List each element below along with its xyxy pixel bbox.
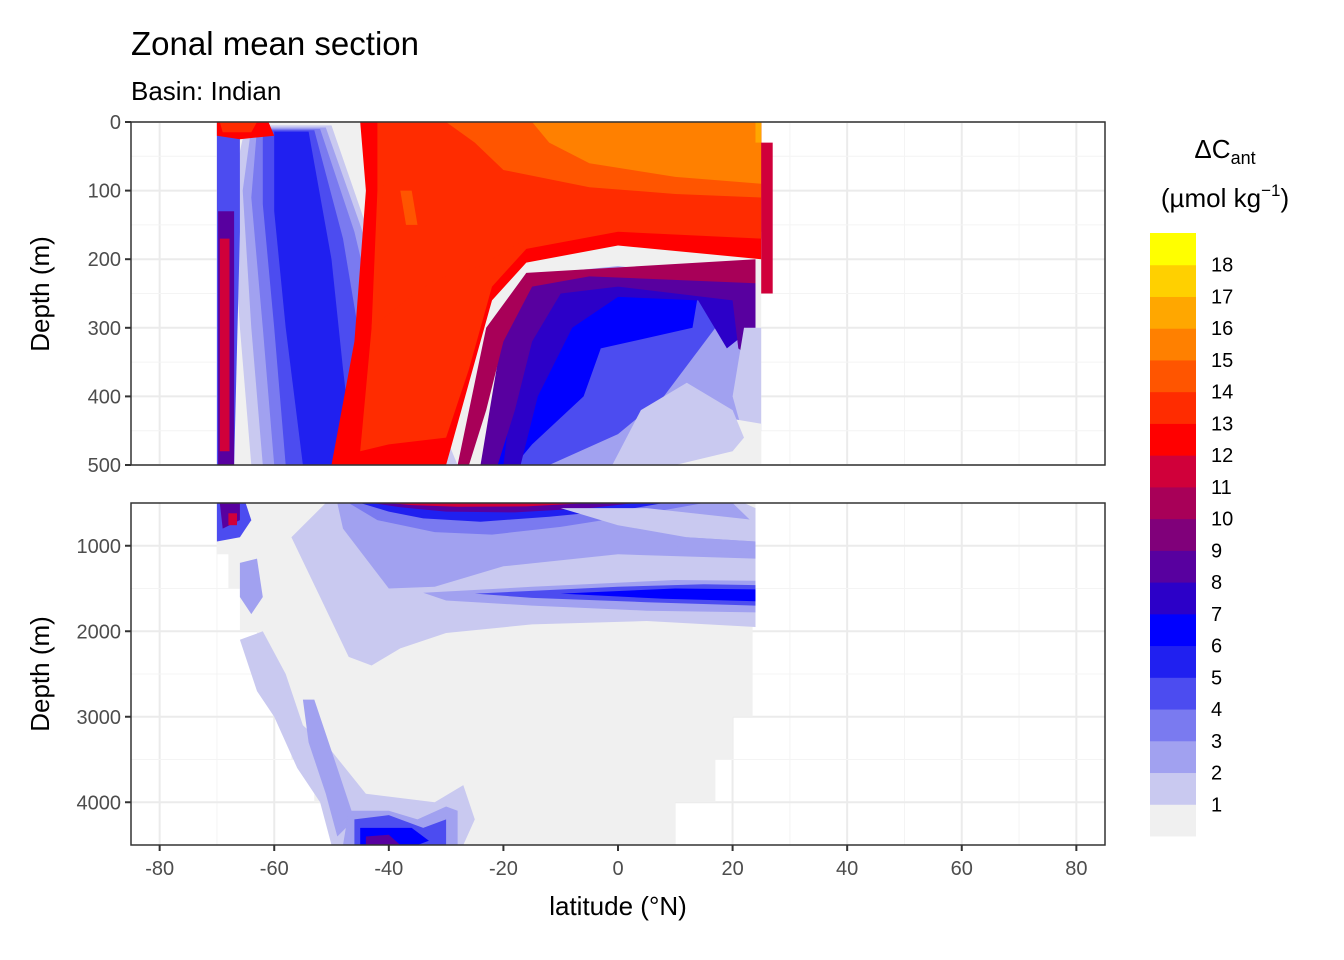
- legend-label: 13: [1211, 413, 1233, 435]
- contour-band-15: [532, 122, 762, 184]
- contour-band-13: [219, 122, 257, 133]
- legend-key: [1150, 740, 1196, 774]
- legend-label: 14: [1211, 382, 1233, 404]
- y-tick-label: 1000: [77, 536, 122, 558]
- legend-unit-sup: −1: [1261, 181, 1280, 200]
- legend-title: ΔCant: [1194, 134, 1255, 168]
- upper-y-axis: 0 100 200 300 400 500: [88, 112, 131, 477]
- legend-key: [1150, 391, 1196, 424]
- upper-panel: 0 100 200 300 400 500: [88, 112, 1106, 477]
- y-tick-label: 300: [88, 318, 121, 340]
- legend-unit-main: (µmol kg: [1161, 183, 1261, 213]
- legend-key: [1150, 455, 1196, 488]
- contour-band-10: [457, 259, 756, 465]
- contour-band-1: [612, 382, 744, 465]
- legend-key: [1150, 264, 1196, 297]
- contour-band-1: [560, 508, 756, 542]
- chart-subtitle: Basin: Indian: [131, 76, 281, 106]
- x-tick-label: 40: [836, 858, 858, 880]
- colorbar-legend: ΔCant (µmol kg−1) 1234567891011121314151…: [1150, 134, 1289, 837]
- legend-key: [1150, 550, 1196, 583]
- legend-label: 6: [1211, 636, 1222, 658]
- legend-key: [1150, 296, 1196, 329]
- contour-band-2: [675, 537, 756, 555]
- contour-band-8: [480, 269, 756, 465]
- x-tick-label: 80: [1065, 858, 1087, 880]
- contour-band-8: [365, 834, 401, 845]
- contour-band-2: [239, 558, 263, 615]
- legend-title-main: ΔC: [1194, 134, 1230, 164]
- y-tick-label: 500: [88, 455, 121, 477]
- x-axis-title: latitude (°N): [549, 891, 687, 921]
- y-tick-label: 200: [88, 249, 121, 271]
- legend-key: [1150, 328, 1196, 361]
- contour-band-11: [228, 513, 237, 526]
- legend-title-sub: ant: [1231, 148, 1256, 168]
- lower-delta-cant-field: [216, 503, 756, 845]
- legend-key: [1150, 486, 1196, 520]
- y-axis-title-lower: Depth (m): [25, 616, 55, 732]
- legend-label: 16: [1211, 318, 1233, 340]
- legend-label: 10: [1211, 509, 1233, 531]
- contour-band-6: [560, 588, 756, 602]
- upper-panel-border: [130, 121, 1106, 466]
- legend-label: 18: [1211, 255, 1233, 277]
- legend-key: [1150, 613, 1196, 647]
- legend-label: 4: [1211, 699, 1222, 721]
- contour-band-16: [755, 122, 762, 143]
- legend-label: 3: [1211, 731, 1222, 753]
- legend-label: 2: [1211, 763, 1222, 785]
- legend-key: [1150, 233, 1196, 266]
- lower-y-axis: 1000 2000 3000 4000: [77, 536, 131, 814]
- x-tick-label: -60: [260, 858, 289, 880]
- y-tick-label: 3000: [77, 707, 122, 729]
- contour-band-11: [219, 238, 230, 452]
- y-tick-label: 4000: [77, 792, 122, 814]
- legend-key: [1150, 804, 1196, 837]
- legend-label: 11: [1211, 477, 1232, 499]
- x-axis: -80 -60 -40 -20 0 20 40 60 80: [145, 845, 1087, 880]
- x-tick-label: -40: [374, 858, 403, 880]
- legend-unit-close: ): [1280, 183, 1289, 213]
- legend-label: 17: [1211, 286, 1233, 308]
- legend-key: [1150, 709, 1196, 742]
- legend-key: [1150, 582, 1196, 615]
- y-tick-label: 100: [88, 181, 121, 203]
- y-tick-label: 2000: [77, 621, 122, 643]
- contour-band-11: [761, 142, 773, 294]
- legend-label: 8: [1211, 572, 1222, 594]
- legend-label: 12: [1211, 445, 1233, 467]
- contour-band-2: [302, 699, 355, 837]
- legend-label: 5: [1211, 667, 1222, 689]
- legend-key: [1150, 518, 1196, 551]
- legend-label: 7: [1211, 604, 1222, 626]
- contour-band-14: [400, 190, 418, 225]
- legend-key: [1150, 677, 1196, 710]
- contour-band-1: [732, 327, 762, 438]
- x-tick-label: -80: [145, 858, 174, 880]
- legend-label: 9: [1211, 540, 1222, 562]
- x-tick-label: 60: [951, 858, 973, 880]
- lower-panel: 1000 2000 3000 4000: [77, 502, 1106, 846]
- contour-band-11: [388, 503, 590, 507]
- contour-band-5: [274, 131, 355, 465]
- legend-unit: (µmol kg−1): [1161, 181, 1289, 213]
- chart-title: Zonal mean section: [131, 25, 419, 62]
- legend-key: [1150, 423, 1196, 456]
- y-axis-title-upper: Depth (m): [25, 236, 55, 352]
- y-tick-label: 400: [88, 386, 121, 408]
- upper-delta-cant-field: [216, 122, 773, 465]
- legend-key: [1150, 772, 1196, 805]
- contour-band-7: [503, 276, 744, 465]
- x-tick-label: 0: [612, 858, 623, 880]
- y-tick-label: 0: [110, 112, 121, 134]
- x-tick-label: 20: [721, 858, 743, 880]
- x-tick-label: -20: [489, 858, 518, 880]
- legend-label: 1: [1211, 794, 1222, 816]
- legend-key: [1150, 359, 1196, 393]
- legend-label: 15: [1211, 350, 1233, 372]
- legend-key: [1150, 645, 1196, 678]
